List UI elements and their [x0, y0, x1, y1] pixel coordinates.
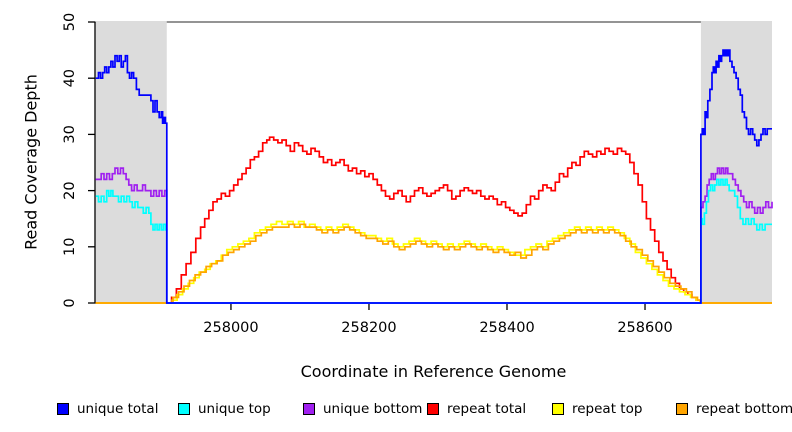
- shaded-region-left-flank: [95, 21, 167, 303]
- series-repeat-bottom-line: [95, 223, 772, 304]
- series-unique-total-line: [95, 49, 772, 304]
- x-tick-label: 258600: [617, 320, 672, 336]
- y-tick-label: 0: [62, 298, 78, 307]
- x-tick-label: 258000: [203, 320, 258, 336]
- y-axis-label: Read Coverage Depth: [21, 74, 41, 250]
- series-repeat-total-line: [95, 136, 772, 304]
- series-repeat-top-line: [95, 220, 772, 304]
- x-tick-label: 258200: [341, 320, 396, 336]
- y-tick-label: 20: [62, 181, 78, 199]
- shaded-region-right-flank: [700, 21, 772, 303]
- x-axis-label: Coordinate in Reference Genome: [300, 362, 567, 381]
- y-tick-label: 10: [62, 238, 78, 256]
- y-tick-label: 40: [62, 69, 78, 87]
- y-tick-label: 50: [62, 13, 78, 31]
- series-unique-bottom-line: [95, 167, 773, 304]
- x-tick-label: 258400: [479, 320, 534, 336]
- y-tick-label: 30: [62, 125, 78, 143]
